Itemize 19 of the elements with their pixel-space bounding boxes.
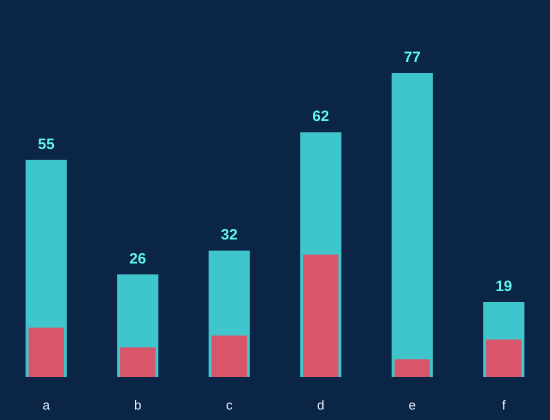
x-tick-label: b [134, 398, 142, 412]
bar [392, 73, 433, 377]
data-label: 26 [129, 250, 146, 268]
x-tick-label: a [42, 398, 51, 412]
data-label: 55 [38, 136, 55, 153]
bar [212, 336, 247, 377]
data-label: 19 [495, 278, 512, 295]
x-tick-label: e [408, 398, 416, 412]
data-label: 77 [404, 49, 421, 66]
bar [486, 339, 522, 377]
bar [394, 359, 430, 377]
x-tick-label: f [502, 398, 506, 412]
x-tick-label: d [317, 398, 324, 412]
bar [120, 347, 156, 377]
data-label: 62 [312, 108, 330, 126]
x-tick-label: c [226, 398, 233, 412]
bar [28, 328, 64, 377]
data-label: 32 [220, 226, 238, 244]
bar [303, 254, 338, 377]
